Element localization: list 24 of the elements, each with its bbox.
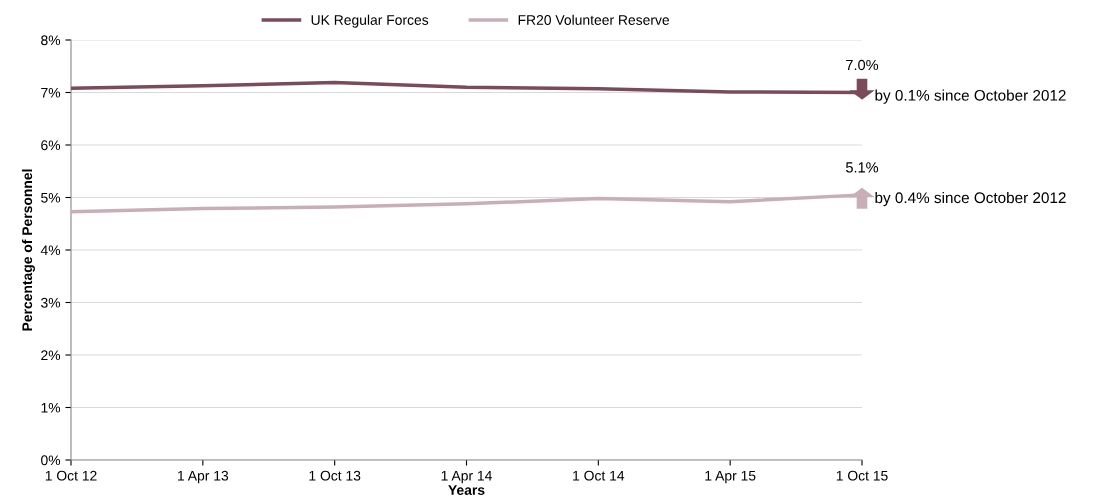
legend-label: UK Regular Forces (311, 14, 429, 28)
x-tick-label: 1 Oct 15 (836, 470, 888, 481)
y-tick-label: 6% (41, 140, 61, 151)
legend-label: FR20 Volunteer Reserve (518, 14, 670, 25)
y-tick-label: 8% (41, 35, 61, 46)
y-tick-label: 7% (41, 87, 61, 98)
x-tick-label: 1 Apr 13 (178, 470, 229, 484)
y-axis-title: Percentage of Personnel (21, 169, 35, 331)
annotation: by 0.4% since October 2012 (875, 191, 1066, 207)
y-tick-label: 4% (40, 245, 61, 256)
y-tick-label: 3% (41, 297, 61, 308)
x-tick-label: 1 Oct 12 (45, 470, 97, 481)
annotation: 5.1% (845, 162, 879, 173)
y-tick-label: 0% (41, 455, 61, 466)
y-tick-label: 5% (41, 192, 61, 203)
y-tick-label: 1% (41, 402, 61, 413)
y-tick-label: 2% (41, 350, 61, 361)
x-tick-label: 1 Oct 13 (309, 470, 361, 481)
x-tick-label: 1 Apr 14 (441, 470, 492, 484)
x-axis-title: Years (448, 485, 485, 495)
annotation: by 0.1% since October 2012 (875, 89, 1066, 104)
x-tick-label: 1 Oct 14 (573, 470, 625, 481)
annotation: 7.0% (846, 59, 879, 71)
x-tick-label: 1 Apr 15 (705, 470, 756, 484)
